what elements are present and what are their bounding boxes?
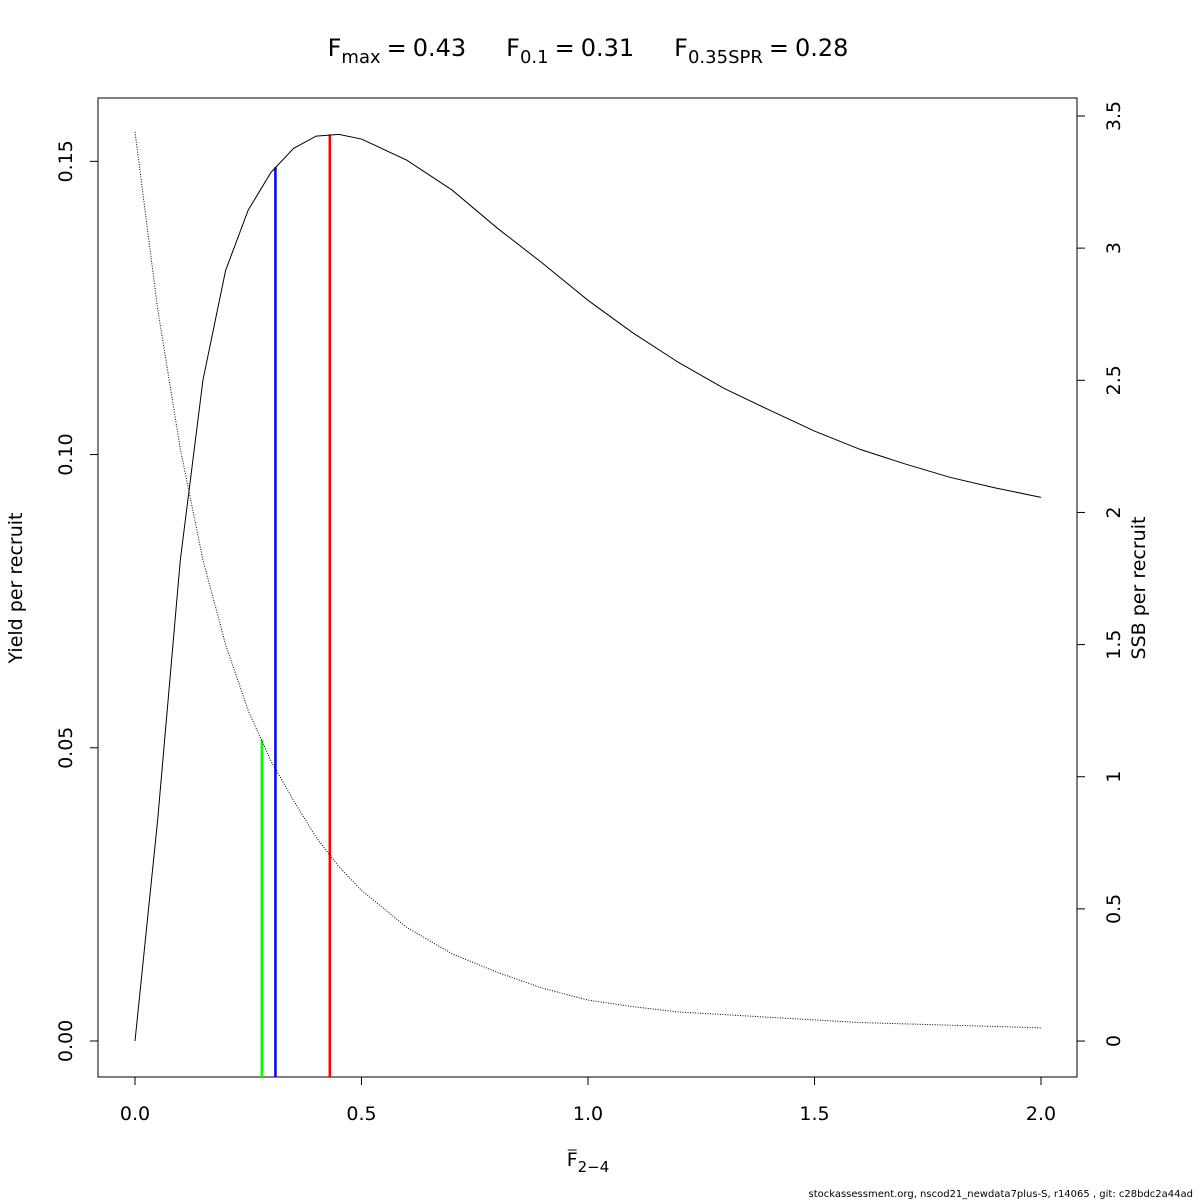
x-tick-label: 0.5 (346, 1103, 376, 1125)
y2-tick-label: 1.5 (1103, 629, 1125, 659)
title-symbol: F (328, 34, 342, 62)
title-value: 0.43 (413, 34, 466, 62)
y-tick-label: 0.10 (55, 433, 77, 475)
y2-tick-label: 1 (1103, 771, 1125, 783)
y2-tick-label: 2 (1103, 506, 1125, 518)
x-axis-symbol: F (567, 1149, 578, 1171)
x-axis-label: F2−4 (567, 1149, 610, 1176)
y-tick-label: 0.15 (55, 140, 77, 182)
chart-title: Fmax = 0.43 F0.1 = 0.31 F0.35SPR = 0.28 (328, 34, 849, 68)
x-tick-label: 1.5 (799, 1103, 829, 1125)
title-subscript: max (341, 47, 381, 68)
y-tick-label: 0.05 (55, 727, 77, 769)
y2-tick-label: 0.5 (1103, 894, 1125, 924)
title-symbol: F (506, 34, 520, 62)
title-value: 0.28 (795, 34, 848, 62)
title-value: 0.31 (581, 34, 634, 62)
y2-tick-label: 2.5 (1103, 365, 1125, 395)
y-tick-label: 0.00 (55, 1020, 77, 1062)
x-tick-label: 0.0 (120, 1103, 150, 1125)
title-subscript: 0.35SPR (688, 47, 763, 68)
x-tick-label: 1.0 (573, 1103, 603, 1125)
series-line (134, 133, 1042, 1042)
y2-tick-label: 3.5 (1103, 101, 1125, 131)
title-relation: = (769, 34, 789, 62)
title-relation: = (555, 34, 575, 62)
plot-frame (97, 97, 1078, 1078)
series-line (134, 131, 1042, 1029)
y2-tick-label: 0 (1103, 1035, 1125, 1047)
x-axis-subscript: 2−4 (578, 1158, 610, 1176)
title-symbol: F (674, 34, 688, 62)
title-relation: = (387, 34, 407, 62)
title-subscript: 0.1 (520, 47, 549, 68)
footer: stockassessment.org, nscod21_newdata7plu… (808, 1189, 1193, 1200)
y2-axis-label: SSB per recruit (1128, 517, 1150, 660)
y-axis-label: Yield per recruit (5, 513, 27, 665)
y2-tick-label: 3 (1103, 242, 1125, 254)
x-tick-label: 2.0 (1026, 1103, 1056, 1125)
